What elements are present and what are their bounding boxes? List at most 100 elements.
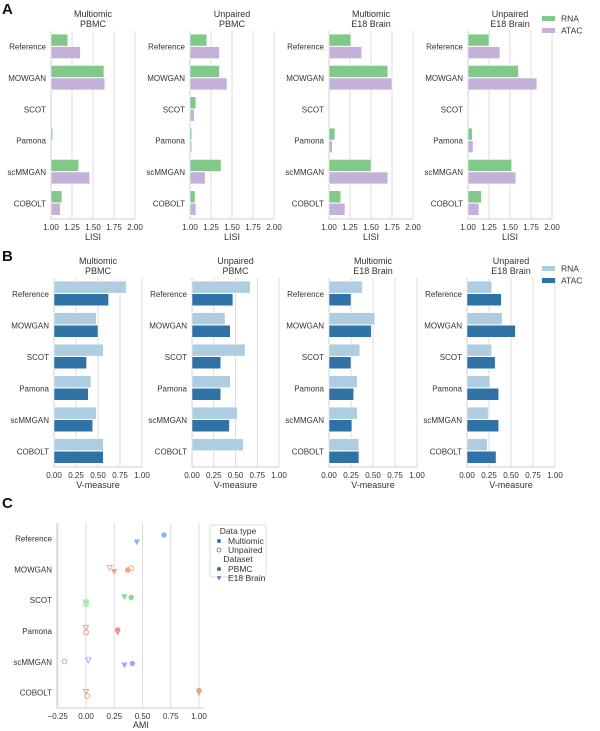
category-label: COBOLT bbox=[431, 199, 463, 208]
subplot-title-line2: PBMC bbox=[80, 19, 107, 29]
category-label: COBOLT bbox=[20, 689, 52, 698]
x-tick-label: 0.25 bbox=[68, 471, 84, 480]
x-tick-label: 1.25 bbox=[203, 223, 219, 232]
category-label: MOWGAN bbox=[149, 321, 187, 330]
subplot-title-line1: Multiomic bbox=[354, 256, 393, 266]
bar-atac-mowgan bbox=[53, 325, 99, 338]
x-tick-label: 0.75 bbox=[112, 471, 128, 480]
category-label: Pamona bbox=[294, 137, 324, 146]
bar-rna-cobolt bbox=[53, 438, 104, 451]
bar-atac-cobolt bbox=[50, 203, 61, 216]
bar-atac-scot bbox=[53, 356, 87, 369]
bar-rna-mowgan bbox=[466, 312, 503, 325]
bar-atac-scot bbox=[328, 356, 352, 369]
bar-rna-cobolt bbox=[191, 438, 244, 451]
category-label: SCOT bbox=[27, 353, 49, 362]
bar-atac-cobolt bbox=[466, 451, 497, 464]
category-label: MOWGAN bbox=[8, 74, 46, 83]
category-label: COBOLT bbox=[14, 199, 46, 208]
x-tick-label: 1.75 bbox=[245, 223, 261, 232]
x-tick-label: 0.00 bbox=[46, 471, 62, 480]
point-scmmgan-multiomic-pbmc bbox=[129, 660, 136, 667]
x-tick-label: 1.75 bbox=[106, 223, 122, 232]
category-label: MOWGAN bbox=[424, 321, 462, 330]
bar-rna-cobolt bbox=[328, 190, 342, 203]
point-pamona-unpaired-pbmc bbox=[83, 629, 89, 636]
bar-rna-mowgan bbox=[191, 312, 226, 325]
x-tick-label: 1.00 bbox=[182, 223, 198, 232]
x-tick-label: 1.50 bbox=[224, 223, 240, 232]
bar-rna-cobolt bbox=[189, 190, 196, 203]
category-label: Pamona bbox=[16, 137, 46, 146]
x-axis-label: V-measure bbox=[214, 480, 258, 490]
legend-swatch-atac bbox=[542, 278, 555, 283]
point-scmmgan-unpaired-pbmc bbox=[61, 658, 68, 665]
bar-rna-reference bbox=[328, 280, 363, 294]
bar-atac-reference bbox=[328, 46, 363, 59]
x-tick-label: 0.50 bbox=[90, 471, 106, 480]
x-tick-label: 0.25 bbox=[206, 471, 222, 480]
bar-atac-reference bbox=[53, 293, 109, 306]
category-label: Pamona bbox=[22, 627, 52, 636]
x-tick-label: 0.50 bbox=[503, 471, 519, 480]
bar-rna-reference bbox=[466, 280, 492, 294]
bar-atac-scmmgan bbox=[466, 419, 499, 432]
x-tick-label: 2.00 bbox=[544, 223, 560, 232]
bar-atac-scmmgan bbox=[467, 171, 517, 185]
legend-title-0: Data type bbox=[220, 526, 257, 536]
bar-atac-scot bbox=[467, 109, 470, 122]
category-label: COBOLT bbox=[153, 199, 185, 208]
bar-rna-scot bbox=[467, 96, 470, 109]
bar-atac-cobolt bbox=[189, 203, 197, 216]
category-label: COBOLT bbox=[17, 447, 49, 456]
subplot-title-line1: Multiomic bbox=[79, 256, 118, 266]
point-scot-multiomic-pbmc bbox=[128, 594, 134, 600]
x-tick-label: 0.50 bbox=[135, 712, 151, 721]
point-scmmgan-multiomic-e18-brain bbox=[121, 662, 128, 669]
legend-swatch-atac bbox=[542, 28, 555, 33]
subplot-title-line1: Unpaired bbox=[493, 256, 530, 266]
category-label: MOWGAN bbox=[425, 74, 463, 83]
x-axis-label: V-measure bbox=[76, 480, 120, 490]
panel-label-b: B bbox=[2, 248, 13, 265]
bar-atac-scmmgan bbox=[191, 419, 230, 432]
legend-title-1: Dataset bbox=[223, 554, 253, 564]
legend-marker-circle bbox=[217, 539, 221, 543]
category-label: SCOT bbox=[165, 353, 187, 362]
legend-label-rna: RNA bbox=[561, 264, 579, 274]
category-label: Reference bbox=[9, 43, 46, 52]
x-tick-label: 0.25 bbox=[106, 712, 122, 721]
legend-label-rna: RNA bbox=[561, 14, 579, 24]
x-tick-label: 0.75 bbox=[387, 471, 403, 480]
bar-rna-scmmgan bbox=[467, 159, 512, 172]
bar-rna-mowgan bbox=[467, 65, 519, 78]
category-label: SCOT bbox=[24, 105, 46, 114]
category-label: COBOLT bbox=[155, 447, 187, 456]
bar-atac-pamona bbox=[328, 140, 333, 153]
category-label: Pamona bbox=[19, 384, 49, 393]
legend-label-pbmc: PBMC bbox=[228, 564, 253, 574]
bar-atac-cobolt bbox=[328, 203, 346, 216]
category-label: Reference bbox=[148, 43, 185, 52]
subplot-title-line1: Multiomic bbox=[74, 9, 113, 19]
x-tick-label: 1.00 bbox=[271, 471, 287, 480]
x-axis-label: V-measure bbox=[351, 480, 395, 490]
subplot-title-line2: E18 Brain bbox=[490, 19, 530, 29]
x-axis-label: LISI bbox=[502, 232, 518, 242]
point-reference-multiomic-e18-brain bbox=[133, 539, 140, 546]
category-label: SCOT bbox=[163, 105, 185, 114]
panel-label-a: A bbox=[2, 1, 13, 18]
bar-rna-scot bbox=[466, 343, 492, 357]
x-axis-label: V-measure bbox=[489, 480, 533, 490]
category-label: Reference bbox=[150, 290, 187, 299]
subplot-title-line2: E18 Brain bbox=[351, 19, 391, 29]
subplot-title-line1: Unpaired bbox=[217, 256, 254, 266]
bar-atac-cobolt bbox=[53, 451, 104, 464]
x-axis-label: LISI bbox=[85, 232, 101, 242]
bar-atac-scmmgan bbox=[53, 419, 93, 432]
legend-swatch-rna bbox=[542, 266, 555, 271]
bar-atac-mowgan bbox=[191, 325, 231, 338]
x-tick-label: 2.00 bbox=[405, 223, 421, 232]
point-scot-unpaired-e18-brain bbox=[82, 599, 90, 607]
category-label: MOWGAN bbox=[286, 74, 324, 83]
